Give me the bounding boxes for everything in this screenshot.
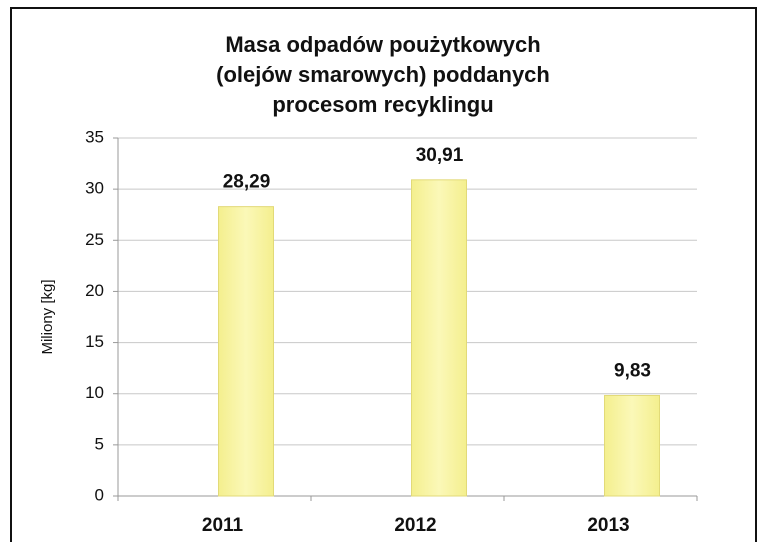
y-tick-label: 35 [85, 127, 104, 146]
y-axis-label: Miliony [kg] [39, 279, 56, 354]
bar [411, 179, 467, 497]
chart-title: (olejów smarowych) poddanych [216, 62, 550, 87]
y-tick-label: 30 [85, 179, 104, 198]
x-tick-label: 2011 [202, 515, 244, 536]
value-label: 28,29 [223, 172, 271, 193]
chart-title: Masa odpadów poużytkowych [225, 32, 540, 57]
y-tick-label: 20 [85, 281, 104, 300]
y-tick-label: 10 [85, 383, 104, 402]
value-label: 30,91 [416, 145, 464, 166]
y-tick-label: 25 [85, 230, 104, 249]
bar [218, 206, 274, 497]
y-tick-label: 5 [95, 434, 104, 453]
y-tick-label: 15 [85, 332, 104, 351]
y-tick-label: 0 [95, 485, 104, 504]
x-tick-label: 2013 [587, 515, 629, 536]
value-label: 9,83 [614, 360, 651, 381]
x-tick-label: 2012 [394, 515, 436, 536]
chart-title: procesom recyklingu [272, 92, 493, 117]
bar [604, 394, 660, 497]
